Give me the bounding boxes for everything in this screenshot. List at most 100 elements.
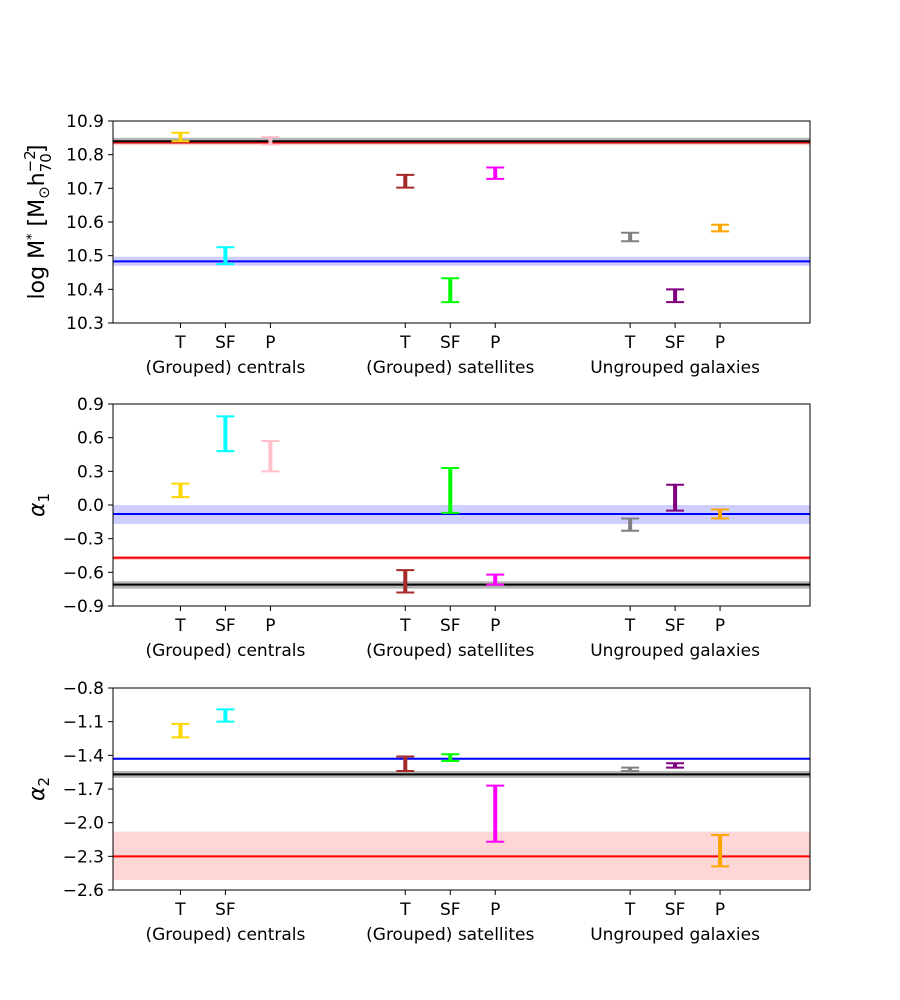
errorbar-t-11 — [621, 517, 640, 532]
group-label: (Grouped) satellites — [366, 358, 534, 378]
ylabel-main: α — [25, 786, 50, 801]
x-tick-label: P — [490, 900, 500, 920]
errorbar-t-6 — [396, 755, 415, 773]
errorbar-p-13 — [711, 223, 730, 233]
ylabel-bracket: [M — [25, 199, 50, 234]
group-label: (Grouped) satellites — [366, 925, 534, 945]
group-label: (Grouped) centrals — [145, 641, 305, 661]
x-tick-label: T — [174, 333, 186, 353]
x-tick-label: P — [715, 616, 725, 636]
group-label: Ungrouped galaxies — [590, 641, 760, 661]
panel-stellar-mass: 10.3 10.4 10.5 10.6 10.7 10.8 10.9 T SF P T SF P T SF P… — [21, 112, 811, 378]
ylabel-sup: −2 — [21, 150, 39, 172]
errorbar-p-3 — [261, 136, 280, 146]
y-tick-label: 10.5 — [66, 247, 104, 267]
errorbar-sf-12 — [666, 288, 685, 304]
ylabel-star: * — [25, 233, 40, 240]
errorbar-sf-12 — [666, 483, 685, 512]
errorbar-t-1 — [171, 131, 190, 143]
y-tick-label: 0.3 — [77, 462, 104, 482]
x-tick-label: T — [624, 333, 636, 353]
errorbar-t-1 — [171, 482, 190, 499]
errorbar-sf-2 — [216, 246, 235, 266]
y-tick-label: 10.8 — [66, 146, 104, 166]
plot-area — [113, 708, 810, 880]
errorbar-p-8 — [486, 573, 505, 586]
x-tick-label: SF — [665, 616, 686, 636]
ylabel-main: α — [25, 502, 50, 517]
errorbar-t-6 — [396, 173, 415, 189]
x-tick-label: SF — [440, 900, 461, 920]
y-tick-label: −1.7 — [63, 780, 104, 800]
ylabel-sub: 1 — [35, 493, 53, 503]
plot-area — [113, 415, 810, 594]
y-tick-label: −2.3 — [63, 847, 104, 867]
x-tick-label: T — [399, 333, 411, 353]
x-tick-label: P — [265, 333, 275, 353]
y-tick-label: −0.9 — [63, 597, 104, 617]
y-axis-label: log M* [M⊙h−270] — [21, 145, 55, 300]
errorbar-t-6 — [396, 569, 415, 594]
panel-alpha1: −0.9 −0.6 −0.3 0.0 0.3 0.6 0.9 T SF P T SF P T SF P (Gro… — [25, 395, 811, 661]
errorbar-p-8 — [486, 784, 505, 843]
x-tick-label: SF — [440, 616, 461, 636]
y-tick-label: −1.4 — [63, 746, 104, 766]
errorbar-p-3 — [261, 440, 280, 473]
y-axis-label: α1 — [25, 493, 53, 517]
axes-frame — [112, 120, 811, 324]
x-tick-label: SF — [440, 333, 461, 353]
errorbar-sf-2 — [216, 708, 235, 723]
group-label: (Grouped) centrals — [145, 925, 305, 945]
y-tick-label: 10.3 — [66, 314, 104, 334]
x-tick-label: P — [490, 616, 500, 636]
y-tick-label: 0.0 — [77, 496, 104, 516]
x-tick-label: T — [174, 900, 186, 920]
ylabel-bracket-close: ] — [25, 145, 50, 154]
y-axis-label: α2 — [25, 777, 53, 801]
y-tick-label: −2.6 — [63, 881, 104, 901]
errorbar-t-1 — [171, 722, 190, 739]
y-tick-label: −0.6 — [63, 563, 104, 583]
x-tick-label: T — [174, 616, 186, 636]
errorbar-sf-12 — [666, 762, 685, 769]
x-tick-label: SF — [215, 333, 236, 353]
y-tick-label: 10.9 — [66, 112, 104, 132]
x-tick-label: T — [399, 616, 411, 636]
y-tick-label: −0.3 — [63, 530, 104, 550]
y-tick-label: −0.8 — [63, 679, 104, 699]
y-tick-label: 10.7 — [66, 179, 104, 199]
group-label: (Grouped) centrals — [145, 358, 305, 378]
x-tick-label: T — [624, 900, 636, 920]
panel-alpha2: −2.6 −2.3 −2.0 −1.7 −1.4 −1.1 −0.8 T SF T SF P T SF P (… — [25, 679, 811, 945]
x-tick-label: T — [624, 616, 636, 636]
errorbar-t-11 — [621, 231, 640, 243]
x-tick-label: P — [715, 333, 725, 353]
errorbar-sf-2 — [216, 415, 235, 453]
x-tick-label: T — [399, 900, 411, 920]
group-label: Ungrouped galaxies — [590, 925, 760, 945]
errorbar-sf-7 — [441, 753, 460, 762]
errorbar-p-8 — [486, 166, 505, 180]
y-tick-label: 10.6 — [66, 213, 104, 233]
x-tick-label: P — [490, 333, 500, 353]
group-label: Ungrouped galaxies — [590, 358, 760, 378]
ylabel-h: h — [25, 172, 50, 186]
x-tick-label: SF — [665, 900, 686, 920]
ylabel-sub: 70 — [37, 153, 55, 172]
x-tick-label: P — [265, 616, 275, 636]
y-tick-label: 10.4 — [66, 280, 104, 300]
x-tick-label: P — [715, 900, 725, 920]
group-label: (Grouped) satellites — [366, 641, 534, 661]
y-tick-label: 0.6 — [77, 429, 104, 449]
x-tick-label: SF — [215, 616, 236, 636]
y-tick-label: −2.0 — [63, 814, 104, 834]
x-tick-label: SF — [665, 333, 686, 353]
errorbar-sf-7 — [441, 466, 460, 514]
ylabel-main: log M — [25, 240, 50, 300]
x-tick-label: SF — [215, 900, 236, 920]
errorbar-p-13 — [711, 508, 730, 520]
plot-area — [113, 131, 810, 304]
y-tick-label: −1.1 — [63, 713, 104, 733]
errorbar-sf-7 — [441, 277, 460, 304]
